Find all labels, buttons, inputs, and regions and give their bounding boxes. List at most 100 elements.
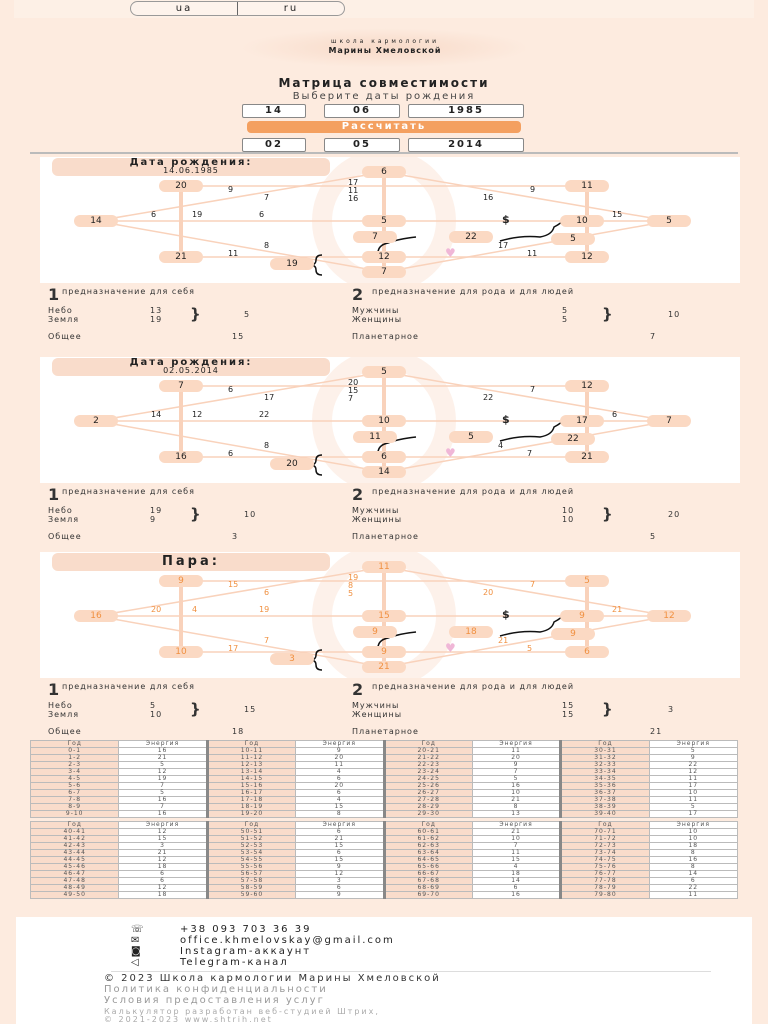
matrix-node: 14 [362,466,406,478]
matrix-label: 15 [612,210,623,219]
calculate-button[interactable]: Рассчитать [247,121,521,133]
common-label: Общее [48,727,82,736]
date1-month-input[interactable]: 06 [324,104,400,118]
date2-year-input[interactable]: 2014 [408,138,524,152]
lang-ua[interactable]: ua [131,2,238,15]
matrix-node: 9 [159,575,203,587]
men-value: 15 [562,701,575,710]
matrix-node: 6 [362,451,406,463]
energy-cell: 8 [295,810,386,818]
matrix-label: 22 [483,393,494,402]
women-value: 10 [562,515,575,524]
matrix-node: 12 [565,251,609,263]
matrix-date: 02.05.2014 [163,366,219,375]
matrix-label: 11 [527,249,538,258]
matrix-label: 7 [348,394,354,403]
matrix-node: 5 [647,215,691,227]
matrix-node: 16 [159,451,203,463]
matrix-node: 12 [647,610,691,622]
matrix-label: 6 [228,449,234,458]
footer-email[interactable]: office.khmelovskay@gmail.com [180,935,395,946]
matrix-node: 5 [362,215,406,227]
matrix-node: 5 [551,233,595,245]
women-label: Женщины [352,710,403,719]
matrix-node: 9 [560,610,604,622]
matrix-node: 20 [159,180,203,192]
matrix-node: 19 [270,258,314,270]
matrix-label: 6 [228,385,234,394]
table-row: 40-41 12 50-51 6 60-61 21 70-71 10 [29,828,739,836]
date1-day-input[interactable]: 14 [242,104,306,118]
matrix-node: 9 [551,628,595,640]
sky-value: 19 [150,506,163,515]
money-icon: $ [502,608,510,621]
matrix-node: 5 [565,575,609,587]
footer-telegram[interactable]: Telegram-канал [180,957,289,968]
planet-label: Планетарное [352,532,419,541]
earth-value: 9 [150,515,157,524]
matrix-label: 4 [192,605,198,614]
matrix-label: 6 [612,410,618,419]
phone-icon: ☏ [131,924,144,935]
footer-instagram[interactable]: Instagram-аккаунт [180,946,312,957]
purpose-2-label: предназначение для рода и для людей [372,682,575,691]
matrix-label: 7 [530,580,536,589]
matrix-label: 15 [348,386,359,395]
matrix-node: 7 [647,415,691,427]
matrix-label: 7 [527,449,533,458]
purpose-1-value: 15 [244,705,257,714]
logo: школа кармологии Марины Хмеловской [240,28,530,68]
matrix-node: 10 [159,646,203,658]
purpose-2-value: 10 [668,310,681,319]
heart-icon: ♥ [445,446,456,460]
matrix-node: 18 [449,626,493,638]
brace-icon: } [602,700,614,718]
matrix-label: 16 [348,194,359,203]
divider [30,152,738,154]
date2-month-input[interactable]: 05 [324,138,400,152]
matrix-title: Пара: [162,554,220,569]
matrix-node: 10 [362,415,406,427]
energy-cell: 9 [295,891,386,899]
matrix-node: 17 [560,415,604,427]
developer-site[interactable]: © 2021-2023 www.shtrih.net [104,1015,273,1024]
purpose-1-value: 10 [244,510,257,519]
brace-icon: } [190,700,202,718]
lang-ru[interactable]: ru [283,3,299,14]
common-label: Общее [48,332,82,341]
terms-link[interactable]: Условия предоставления услуг [104,995,325,1006]
matrix-node: 22 [449,231,493,243]
matrix-node: 7 [159,380,203,392]
common-value: 3 [232,532,239,541]
logo-line1: школа кармологии [331,38,439,45]
matrix-node: 5 [362,366,406,378]
brace-icon: } [190,305,202,323]
matrix-label: 5 [348,589,354,598]
date2-day-input[interactable]: 02 [242,138,306,152]
heart-icon: ♥ [445,246,456,260]
page-title: Матрица совместимости [278,76,490,90]
purpose-2-number: 2 [352,680,365,699]
purpose-1-number: 1 [48,485,61,504]
matrix-label: 22 [259,410,270,419]
date1-year-input[interactable]: 1985 [408,104,524,118]
matrix-label: 7 [530,385,536,394]
privacy-link[interactable]: Политика конфиденциальности [104,984,328,995]
matrix-node: 12 [362,251,406,263]
matrix-label: 19 [348,573,359,582]
matrix-chart: $ ♥ 11 9 5 16 15 9 12 10 9 6 21 9 18 9 3 19 8 5 15 6 7 20 20 4 19… [40,552,740,678]
matrix-label: 19 [192,210,203,219]
matrix-node: 21 [565,451,609,463]
energy-cell: 17 [648,810,739,818]
language-switcher: ua ru [130,1,345,16]
table-row: 9-10 16 19-20 8 29-30 13 39-40 17 [29,810,739,818]
footer-phone[interactable]: +38 093 703 36 39 [180,924,312,935]
women-value: 5 [562,315,569,324]
matrix-label: 8 [348,581,354,590]
table-row: 41-42 15 51-52 21 61-62 10 71-72 10 [29,835,739,843]
footer: ☏ ✉ ◙ ◁ +38 093 703 36 39 office.khmelov… [16,917,752,1024]
matrix-label: 20 [348,378,359,387]
women-label: Женщины [352,515,403,524]
mail-icon: ✉ [131,935,140,946]
matrix-node: 10 [560,215,604,227]
